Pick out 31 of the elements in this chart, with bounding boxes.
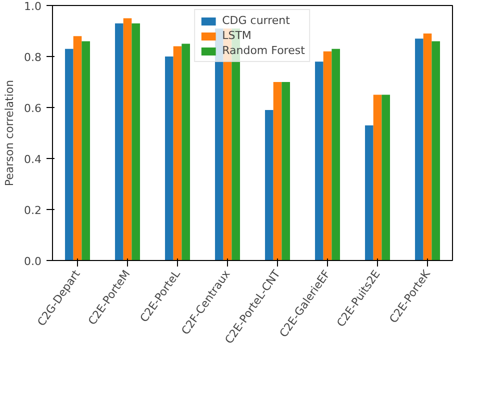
bar <box>65 48 74 260</box>
y-tick-label: 0.6 <box>24 102 42 115</box>
y-tick-label: 0.8 <box>24 51 42 64</box>
bar <box>282 82 290 260</box>
bar <box>115 23 124 260</box>
legend-label: LSTM <box>222 29 252 42</box>
bar <box>173 46 182 260</box>
bar <box>82 41 90 260</box>
legend-label: Random Forest <box>222 44 305 57</box>
legend-label: CDG current <box>222 14 290 27</box>
bar <box>323 51 332 260</box>
bar <box>415 38 424 260</box>
bar <box>123 18 132 260</box>
bar <box>373 94 382 260</box>
bar <box>432 41 440 260</box>
bar <box>382 94 390 260</box>
bar <box>273 82 282 260</box>
y-tick-label: 0.4 <box>24 153 42 166</box>
bar <box>265 110 274 260</box>
bar <box>132 23 140 260</box>
y-tick-label: 0.0 <box>24 255 42 268</box>
bar <box>423 34 432 260</box>
bar <box>73 36 82 260</box>
bar <box>315 62 324 260</box>
bar <box>182 44 190 260</box>
bar <box>365 125 374 260</box>
y-tick-label: 1.0 <box>24 0 42 13</box>
y-tick-label: 0.2 <box>24 204 42 217</box>
bar <box>165 56 174 260</box>
y-axis-title: Pearson correlation <box>3 80 16 186</box>
bar <box>332 48 340 260</box>
